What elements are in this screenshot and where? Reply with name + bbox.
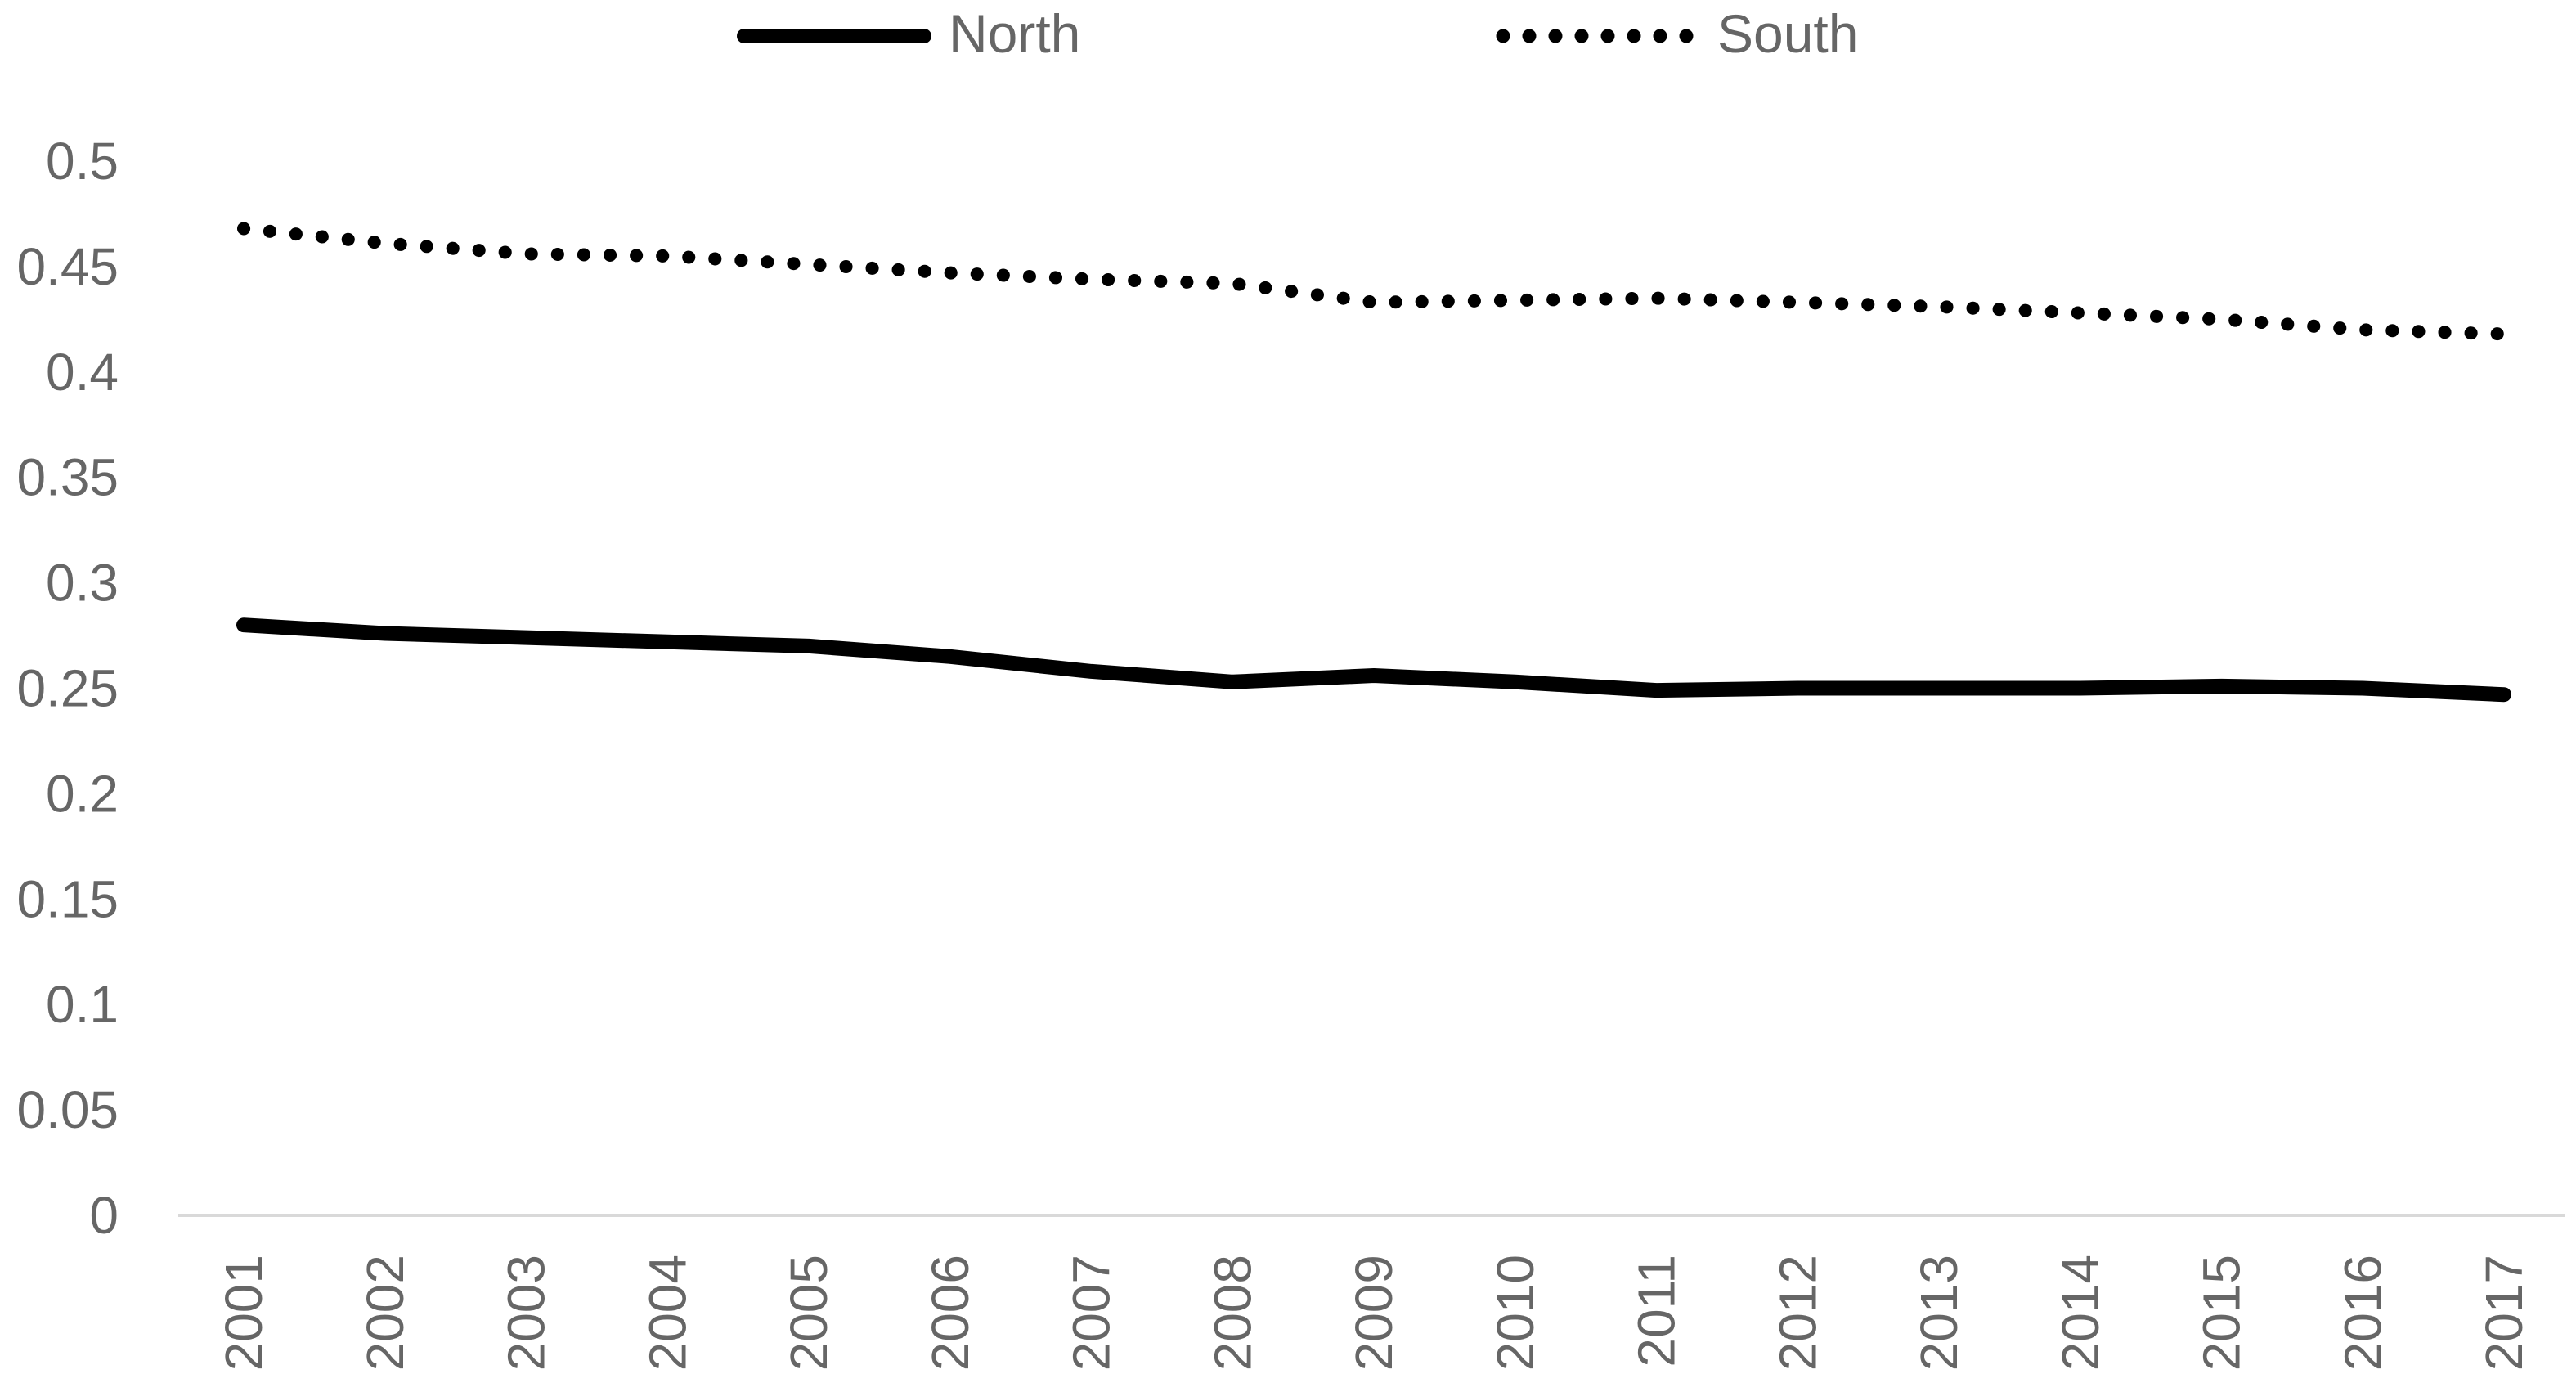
- legend-south-dot: [1496, 29, 1510, 43]
- y-tick-label: 0.35: [16, 448, 119, 507]
- y-tick-label: 0.05: [16, 1080, 119, 1139]
- x-tick-label: 2014: [2051, 1255, 2110, 1371]
- data-point-south: [1091, 279, 1092, 280]
- x-tick-label: 2015: [2192, 1255, 2251, 1371]
- legend-south-swatch: [1496, 29, 1694, 43]
- data-point-south: [2221, 319, 2222, 320]
- x-tick-label: 2007: [1062, 1255, 1121, 1371]
- data-point-south: [384, 243, 385, 244]
- y-tick-label: 0.3: [46, 554, 119, 613]
- y-tick-label: 0.2: [46, 764, 119, 823]
- legend-south-label: South: [1717, 3, 1858, 64]
- x-tick-label: 2003: [497, 1255, 556, 1371]
- legend: North South: [737, 3, 1858, 64]
- legend-south-dot: [1600, 29, 1615, 43]
- legend-south-dot: [1522, 29, 1537, 43]
- x-tick-label: 2010: [1486, 1255, 1545, 1371]
- y-tick-label: 0.1: [46, 975, 119, 1034]
- x-tick-label: 2002: [356, 1255, 415, 1371]
- x-tick-label: 2009: [1344, 1255, 1403, 1371]
- x-tick-label: 2016: [2333, 1255, 2392, 1371]
- x-tick-label: 2017: [2475, 1255, 2533, 1371]
- series-line-south: [237, 222, 2511, 341]
- x-tick-label: 2013: [1910, 1255, 1968, 1371]
- y-axis: 0 0.05 0.1 0.15 0.2 0.25 0.3 0.35 0.4 0.45 0.5: [16, 132, 119, 1245]
- y-tick-label: 0.5: [46, 132, 119, 191]
- x-tick-label: 2004: [638, 1255, 697, 1371]
- data-point-south: [1797, 302, 1798, 303]
- x-axis: 2001 2002 2003 2004 2005 2006 2007 2008 2009 2010…: [178, 1214, 2565, 1371]
- x-tick-label: 2008: [1203, 1255, 1262, 1371]
- series-layer: [236, 222, 2511, 703]
- x-tick-label: 2006: [921, 1255, 980, 1371]
- series-line-north: [236, 617, 2511, 703]
- x-tick-label: 2005: [779, 1255, 838, 1371]
- legend-north-label: North: [949, 3, 1080, 64]
- y-tick-label: 0.15: [16, 869, 119, 928]
- legend-south-dot: [1653, 29, 1667, 43]
- legend-south-dot: [1548, 29, 1563, 43]
- data-point-south: [809, 264, 810, 265]
- y-tick-label: 0: [89, 1186, 119, 1245]
- x-tick-label: 2011: [1627, 1255, 1686, 1367]
- legend-south-dot: [1627, 29, 1641, 43]
- legend-south-dot: [1679, 29, 1694, 43]
- y-tick-label: 0.45: [16, 237, 119, 296]
- data-point-south: [1939, 306, 1940, 307]
- x-tick-label: 2001: [214, 1255, 273, 1371]
- y-tick-label: 0.4: [46, 343, 119, 402]
- legend-south-dot: [1574, 29, 1589, 43]
- y-tick-label: 0.25: [16, 659, 119, 718]
- x-tick-label: 2012: [1768, 1255, 1827, 1371]
